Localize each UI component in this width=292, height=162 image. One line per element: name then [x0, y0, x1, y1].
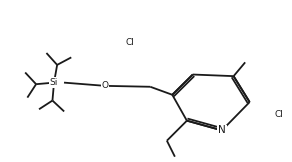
- Text: Cl: Cl: [274, 110, 283, 119]
- Text: N: N: [218, 125, 226, 135]
- Text: Si: Si: [50, 78, 58, 87]
- Text: Cl: Cl: [126, 38, 134, 47]
- Text: O: O: [102, 81, 109, 90]
